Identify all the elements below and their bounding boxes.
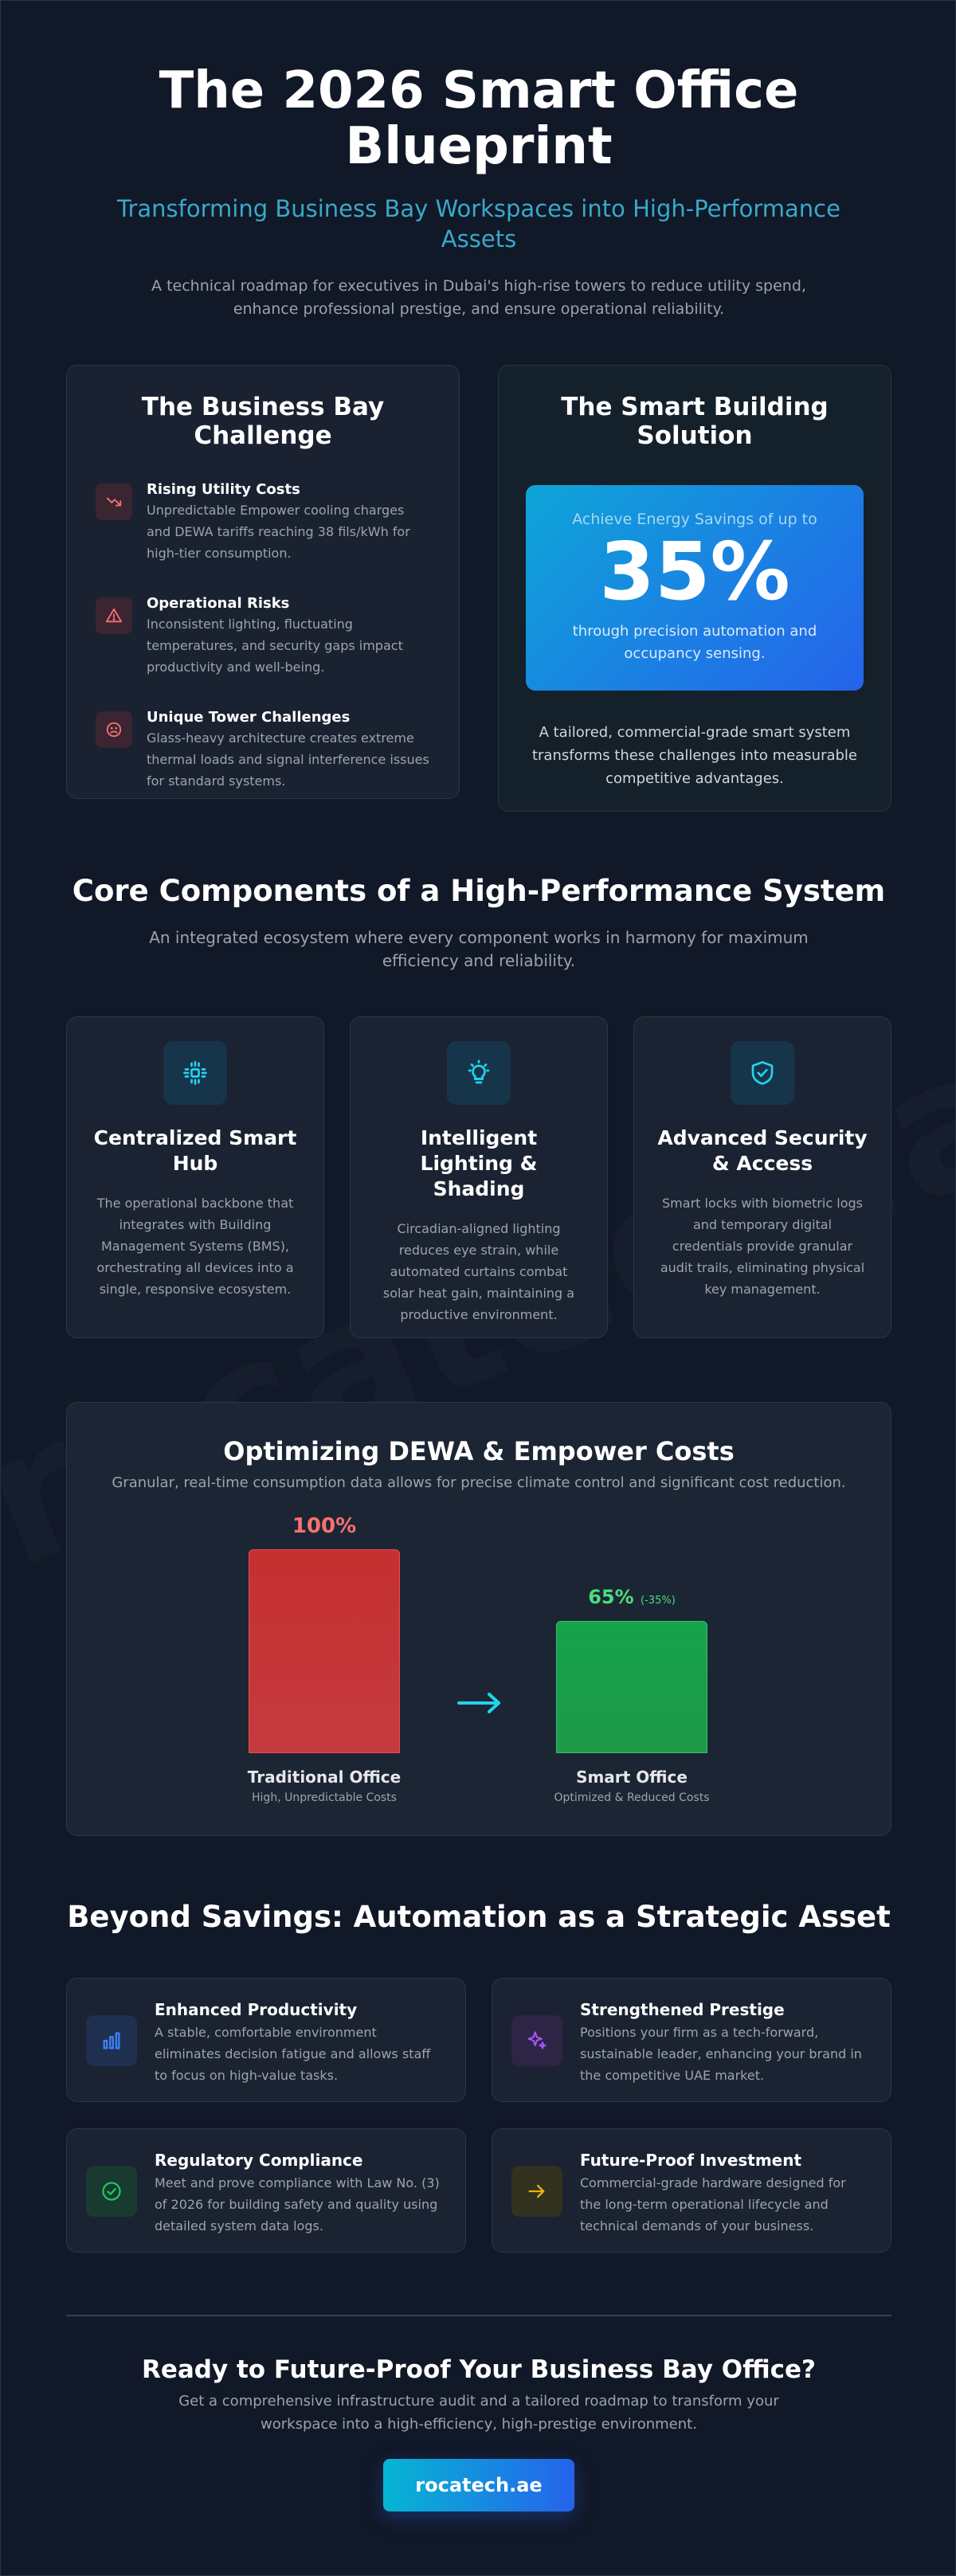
benefit-title: Regulatory Compliance [155,2151,363,2170]
solution-title: The Smart Building Solution [561,393,829,450]
challenge-title: The Business Bay Challenge [141,393,385,450]
cta-subtitle: Get a comprehensive infrastructure audit… [178,2393,779,2433]
sparkles-icon [511,2015,562,2066]
cta-title: Ready to Future-Proof Your Business Bay … [141,2355,817,2384]
traditional-bar [249,1549,400,1753]
component-card: Intelligent Lighting & Shading Circadian… [350,1016,608,1338]
page-title: The 2026 Smart Office Blueprint [159,61,799,176]
traditional-value-label: 100% [292,1514,357,1538]
benefit-card: Regulatory Compliance Meet and prove com… [66,2128,466,2253]
traditional-sub: High, Unpredictable Costs [252,1791,397,1804]
benefit-title: Strengthened Prestige [580,2000,785,2019]
component-text: The operational backbone that integrates… [96,1196,294,1297]
warning-icon [96,597,132,634]
dewa-chart-card: Optimizing DEWA & Empower Costs Granular… [66,1402,891,1836]
solution-card: The Smart Building Solution Achieve Ener… [498,365,891,812]
energy-savings-box: Achieve Energy Savings of up to 35% thro… [526,485,864,691]
chart-title: Optimizing DEWA & Empower Costs [223,1436,735,1466]
energy-sub: through precision automation and occupan… [572,623,817,662]
smart-delta: (-35%) [641,1595,676,1607]
trending-down-icon [96,483,132,520]
benefit-text: A stable, comfortable environment elimin… [155,2025,431,2083]
core-subtitle: An integrated ecosystem where every comp… [149,928,809,970]
beyond-title: Beyond Savings: Automation as a Strategi… [67,1900,891,1934]
benefit-title: Future-Proof Investment [580,2151,802,2170]
cta-button[interactable]: rocatech.ae [383,2459,574,2511]
shield-check-icon [731,1041,794,1105]
benefit-title: Enhanced Productivity [155,2000,358,2019]
smart-sub: Optimized & Reduced Costs [554,1791,710,1804]
challenge-item-title: Rising Utility Costs [147,481,300,498]
page-description: A technical roadmap for executives in Du… [151,277,806,318]
challenge-item-text: Inconsistent lighting, fluctuating tempe… [147,617,403,675]
benefit-card: Enhanced Productivity A stable, comforta… [66,1978,466,2102]
benefit-text: Commercial-grade hardware designed for t… [580,2175,846,2233]
divider [66,2315,891,2316]
smart-value-label: 65% (-35%) [588,1586,676,1608]
component-title: Intelligent Lighting & Shading [420,1126,538,1200]
challenge-item: Rising Utility Costs Unpredictable Empow… [96,480,430,564]
traditional-label: Traditional Office [247,1768,402,1787]
lightbulb-icon [447,1041,511,1105]
component-card: Centralized Smart Hub The operational ba… [66,1016,324,1338]
arrow-right-icon [511,2166,562,2217]
solution-description: A tailored, commercial-grade smart syste… [531,724,858,787]
component-text: Circadian-aligned lighting reduces eye s… [382,1221,575,1322]
page-subtitle: Transforming Business Bay Workspaces int… [117,195,840,253]
challenge-item-title: Unique Tower Challenges [147,709,351,726]
hero: The 2026 Smart Office Blueprint Transfor… [1,61,955,321]
benefit-card: Strengthened Prestige Positions your fir… [492,1978,891,2102]
core-title: Core Components of a High-Performance Sy… [72,874,886,908]
challenge-item: Unique Tower Challenges Glass-heavy arch… [96,708,430,792]
smart-label: Smart Office [576,1768,688,1787]
bar-chart-icon [86,2015,137,2066]
benefit-card: Future-Proof Investment Commercial-grade… [492,2128,891,2253]
hub-icon [163,1041,227,1105]
challenge-item-text: Glass-heavy architecture creates extreme… [147,730,429,789]
frown-icon [96,711,132,748]
challenge-card: The Business Bay Challenge Rising Utilit… [66,365,460,799]
component-text: Smart locks with biometric logs and temp… [660,1196,865,1297]
component-title: Advanced Security & Access [657,1126,868,1175]
arrow-right-icon [456,1691,503,1718]
challenge-item-title: Operational Risks [147,595,290,612]
component-title: Centralized Smart Hub [93,1126,297,1175]
challenge-item: Operational Risks Inconsistent lighting,… [96,594,430,678]
smart-bar [556,1621,707,1753]
check-circle-icon [86,2166,137,2217]
energy-value: 35% [599,525,790,618]
component-card: Advanced Security & Access Smart locks w… [633,1016,891,1338]
challenge-item-text: Unpredictable Empower cooling charges an… [147,503,410,561]
benefit-text: Positions your firm as a tech-forward, s… [580,2025,862,2083]
benefit-text: Meet and prove compliance with Law No. (… [155,2175,440,2233]
chart-subtitle: Granular, real-time consumption data all… [112,1474,846,1491]
energy-lead: Achieve Energy Savings of up to [572,511,817,528]
